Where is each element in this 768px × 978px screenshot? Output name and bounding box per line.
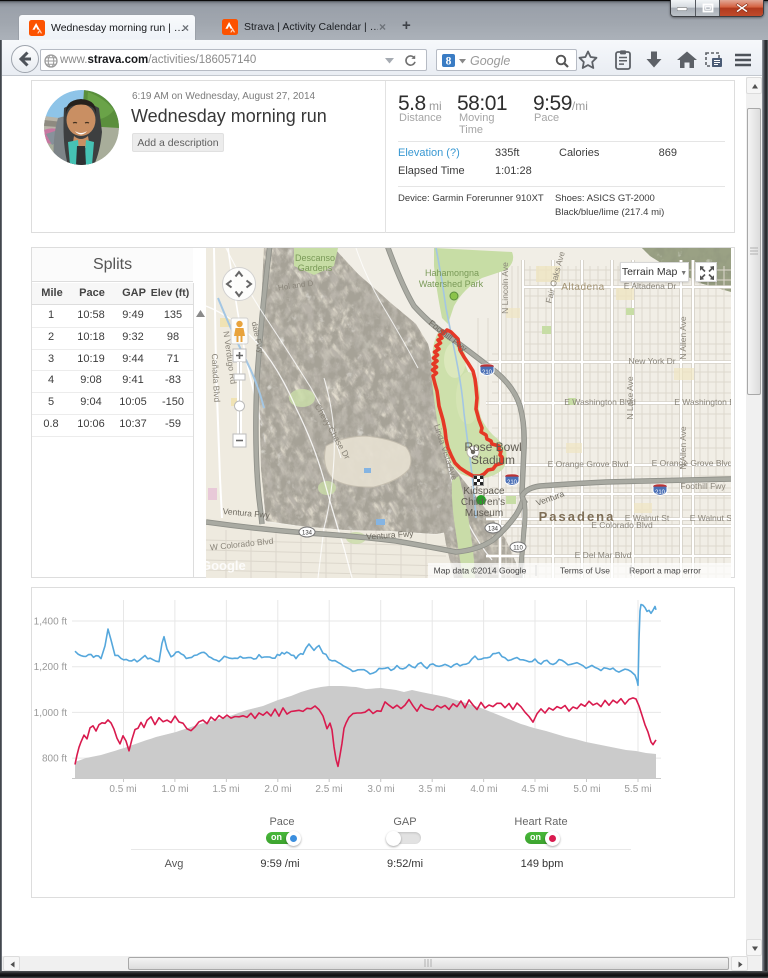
svg-text:110: 110 bbox=[513, 546, 523, 552]
svg-text:N Lake Ave: N Lake Ave bbox=[625, 376, 635, 420]
svg-text:Pasadena: Pasadena bbox=[539, 509, 616, 524]
svg-text:E Walnut St: E Walnut St bbox=[690, 513, 731, 523]
svg-text:Google: Google bbox=[206, 558, 246, 573]
svg-text:Map data ©2014 Google: Map data ©2014 Google bbox=[434, 566, 527, 576]
svg-text:1,400 ft: 1,400 ft bbox=[34, 617, 68, 628]
svg-text:Altadena: Altadena bbox=[561, 282, 604, 293]
svg-text:N Lincoln Ave: N Lincoln Ave bbox=[500, 262, 510, 314]
svg-text:134: 134 bbox=[302, 531, 313, 537]
svg-text:2.5 mi: 2.5 mi bbox=[315, 784, 342, 795]
svg-text:800 ft: 800 ft bbox=[42, 754, 67, 765]
svg-text:E Altadena Dr: E Altadena Dr bbox=[624, 281, 677, 291]
svg-text:E Washington Blvd: E Washington Blvd bbox=[674, 397, 731, 407]
svg-text:1.5 mi: 1.5 mi bbox=[212, 784, 239, 795]
svg-text:Ventura Fwy: Ventura Fwy bbox=[366, 528, 415, 541]
svg-text:E Orange Grove Blvd: E Orange Grove Blvd bbox=[548, 459, 629, 469]
svg-text:4.0 mi: 4.0 mi bbox=[470, 784, 497, 795]
svg-text:E Washington Blvd: E Washington Blvd bbox=[564, 397, 636, 407]
svg-text:Children's: Children's bbox=[461, 497, 505, 508]
svg-text:3.5 mi: 3.5 mi bbox=[418, 784, 445, 795]
svg-text:1.0 mi: 1.0 mi bbox=[161, 784, 188, 795]
svg-text:2.0 mi: 2.0 mi bbox=[264, 784, 291, 795]
svg-text:Foothill Fwy: Foothill Fwy bbox=[680, 481, 726, 491]
svg-text:Descanso: Descanso bbox=[295, 253, 335, 263]
svg-text:N Allen Ave: N Allen Ave bbox=[678, 426, 688, 470]
svg-text:8: 8 bbox=[446, 56, 452, 68]
svg-text:Hahamongna: Hahamongna bbox=[425, 268, 479, 278]
svg-text:210: 210 bbox=[482, 370, 493, 376]
svg-text:Terms of Use: Terms of Use bbox=[560, 566, 610, 576]
svg-text:Gardens: Gardens bbox=[298, 263, 333, 273]
svg-text:Report a map error: Report a map error bbox=[629, 566, 701, 576]
svg-text:E Del Mar Blvd: E Del Mar Blvd bbox=[575, 550, 632, 560]
svg-text:1,000 ft: 1,000 ft bbox=[34, 708, 68, 719]
svg-text:1,200 ft: 1,200 ft bbox=[34, 662, 68, 673]
svg-text:New York Dr: New York Dr bbox=[628, 356, 675, 366]
svg-text:5.5 mi: 5.5 mi bbox=[624, 784, 651, 795]
svg-text:Cañada Blvd: Cañada Blvd bbox=[210, 353, 223, 402]
svg-text:210: 210 bbox=[507, 480, 518, 486]
svg-text:5.0 mi: 5.0 mi bbox=[573, 784, 600, 795]
svg-text:Museum: Museum bbox=[465, 508, 503, 519]
svg-text:E Colorado Blvd: E Colorado Blvd bbox=[591, 520, 653, 530]
svg-text:N Allen Ave: N Allen Ave bbox=[678, 316, 688, 360]
svg-text:4.5 mi: 4.5 mi bbox=[521, 784, 548, 795]
svg-text:Watershed Park: Watershed Park bbox=[419, 279, 484, 289]
svg-text:Stadium: Stadium bbox=[471, 453, 515, 467]
svg-text:3.0 mi: 3.0 mi bbox=[367, 784, 394, 795]
svg-text:134: 134 bbox=[488, 527, 499, 533]
svg-text:0.5 mi: 0.5 mi bbox=[109, 784, 136, 795]
svg-text:E Orange Grove Blvd: E Orange Grove Blvd bbox=[652, 458, 731, 468]
svg-text:210: 210 bbox=[655, 490, 666, 496]
svg-text:E Walnut St: E Walnut St bbox=[625, 513, 670, 523]
svg-text:Ventura Fwy: Ventura Fwy bbox=[222, 506, 271, 520]
svg-text:Rose Bowl: Rose Bowl bbox=[464, 440, 521, 454]
svg-text:Kidspace: Kidspace bbox=[463, 486, 505, 497]
